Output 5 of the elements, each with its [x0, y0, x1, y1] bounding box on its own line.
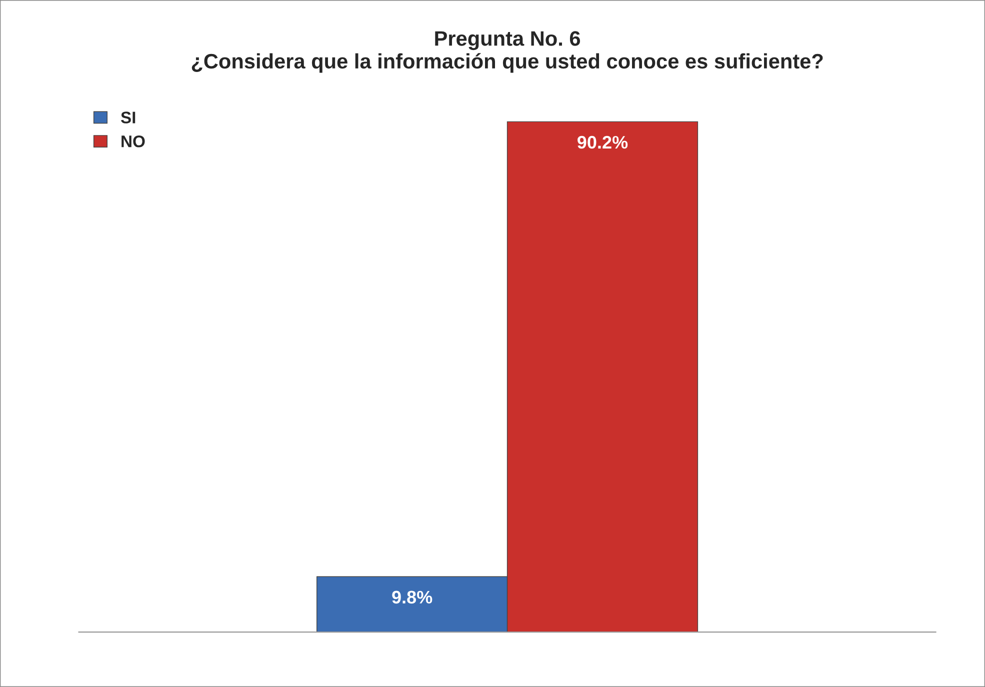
data-label: 9.8%: [392, 590, 432, 604]
legend-label: SI: [120, 112, 136, 124]
data-label: 90.2%: [578, 136, 628, 149]
legend-label: NO: [122, 135, 145, 148]
chart-title: Pregunta No. 6 ¿Considera que la información que usted conoce es suficiente?: [192, 31, 823, 73]
